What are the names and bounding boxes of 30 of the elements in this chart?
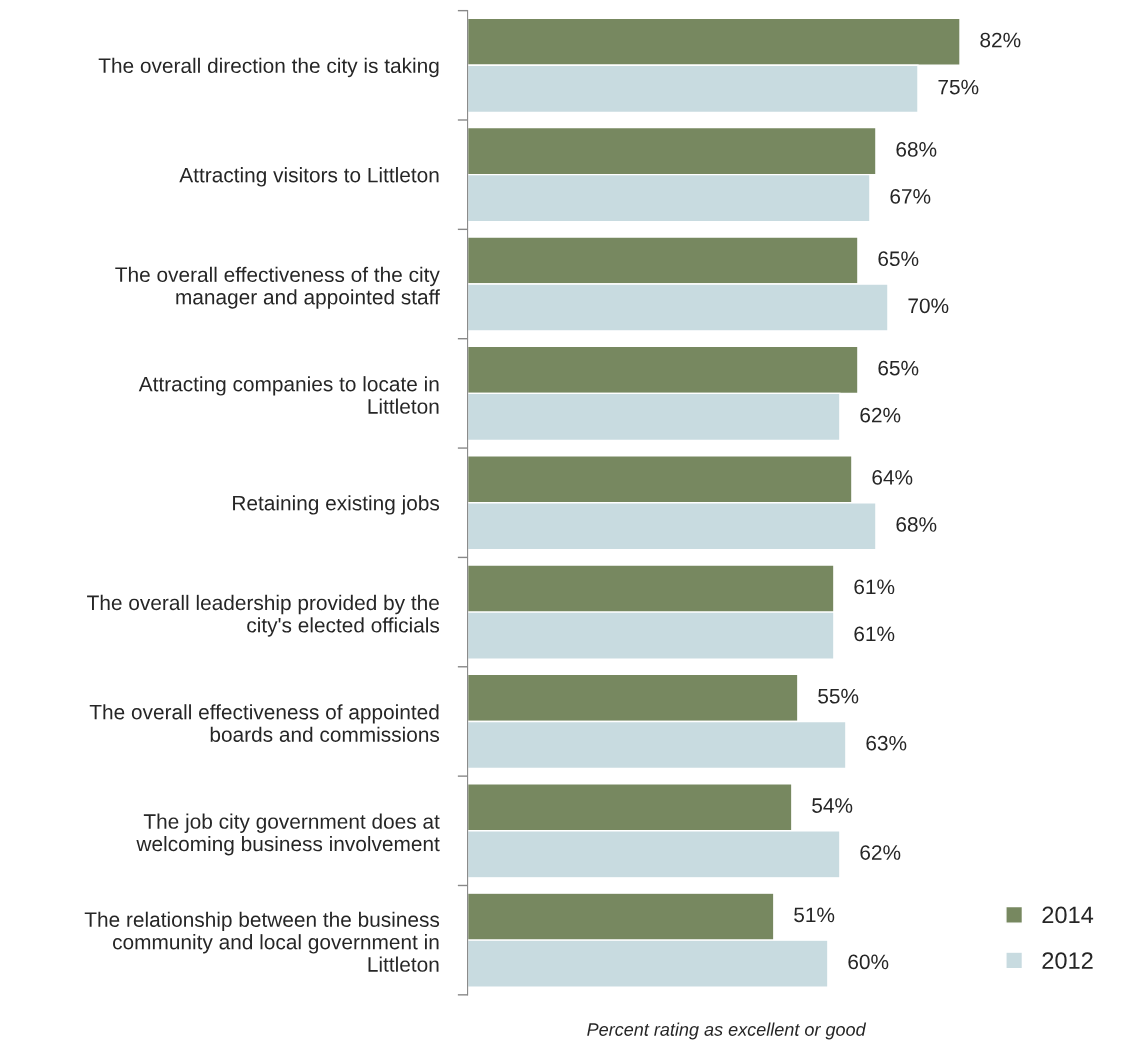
y-tick-label: Attracting visitors to Littleton	[179, 167, 439, 187]
y-tick-label: Retaining existing jobs	[233, 495, 440, 515]
data-label: 55%	[818, 688, 859, 704]
y-tick-label: Attracting companies to locate in Littleton	[138, 376, 439, 414]
data-label: 75%	[938, 79, 979, 95]
legend-label: 2012	[1042, 952, 1093, 969]
data-label: 82%	[980, 32, 1021, 48]
data-label: 61%	[854, 626, 895, 642]
legend-label: 2014	[1042, 906, 1094, 924]
y-tick-label: The overall leadership provided by the city's elected officials	[87, 594, 440, 637]
data-label: 68%	[896, 517, 937, 532]
data-label: 51%	[794, 907, 835, 923]
data-label: 68%	[896, 142, 937, 157]
data-label: 54%	[812, 798, 853, 813]
data-label: 67%	[890, 189, 931, 204]
data-label: 63%	[866, 735, 907, 751]
data-label: 61%	[854, 579, 895, 595]
y-tick-label: The overall effectiveness of appointed boards and commissions	[89, 704, 440, 742]
data-label: 62%	[860, 407, 901, 423]
y-tick-label: The relationship between the business community and local government in Littleton	[84, 911, 440, 972]
data-label: 65%	[878, 360, 919, 376]
y-tick-label: The overall direction the city is taking	[98, 57, 439, 78]
y-tick-label: The overall effectiveness of the city manager and appointed staff	[115, 266, 440, 309]
data-label: 70%	[908, 298, 949, 314]
data-label: 65%	[878, 251, 919, 267]
data-label: 62%	[860, 845, 901, 860]
data-label: 64%	[872, 470, 913, 485]
data-label: 60%	[848, 954, 889, 970]
y-tick-label: The job city government does at welcoming business involvement	[136, 813, 440, 856]
x-axis-title: Percent rating as excellent or good	[587, 1022, 867, 1040]
